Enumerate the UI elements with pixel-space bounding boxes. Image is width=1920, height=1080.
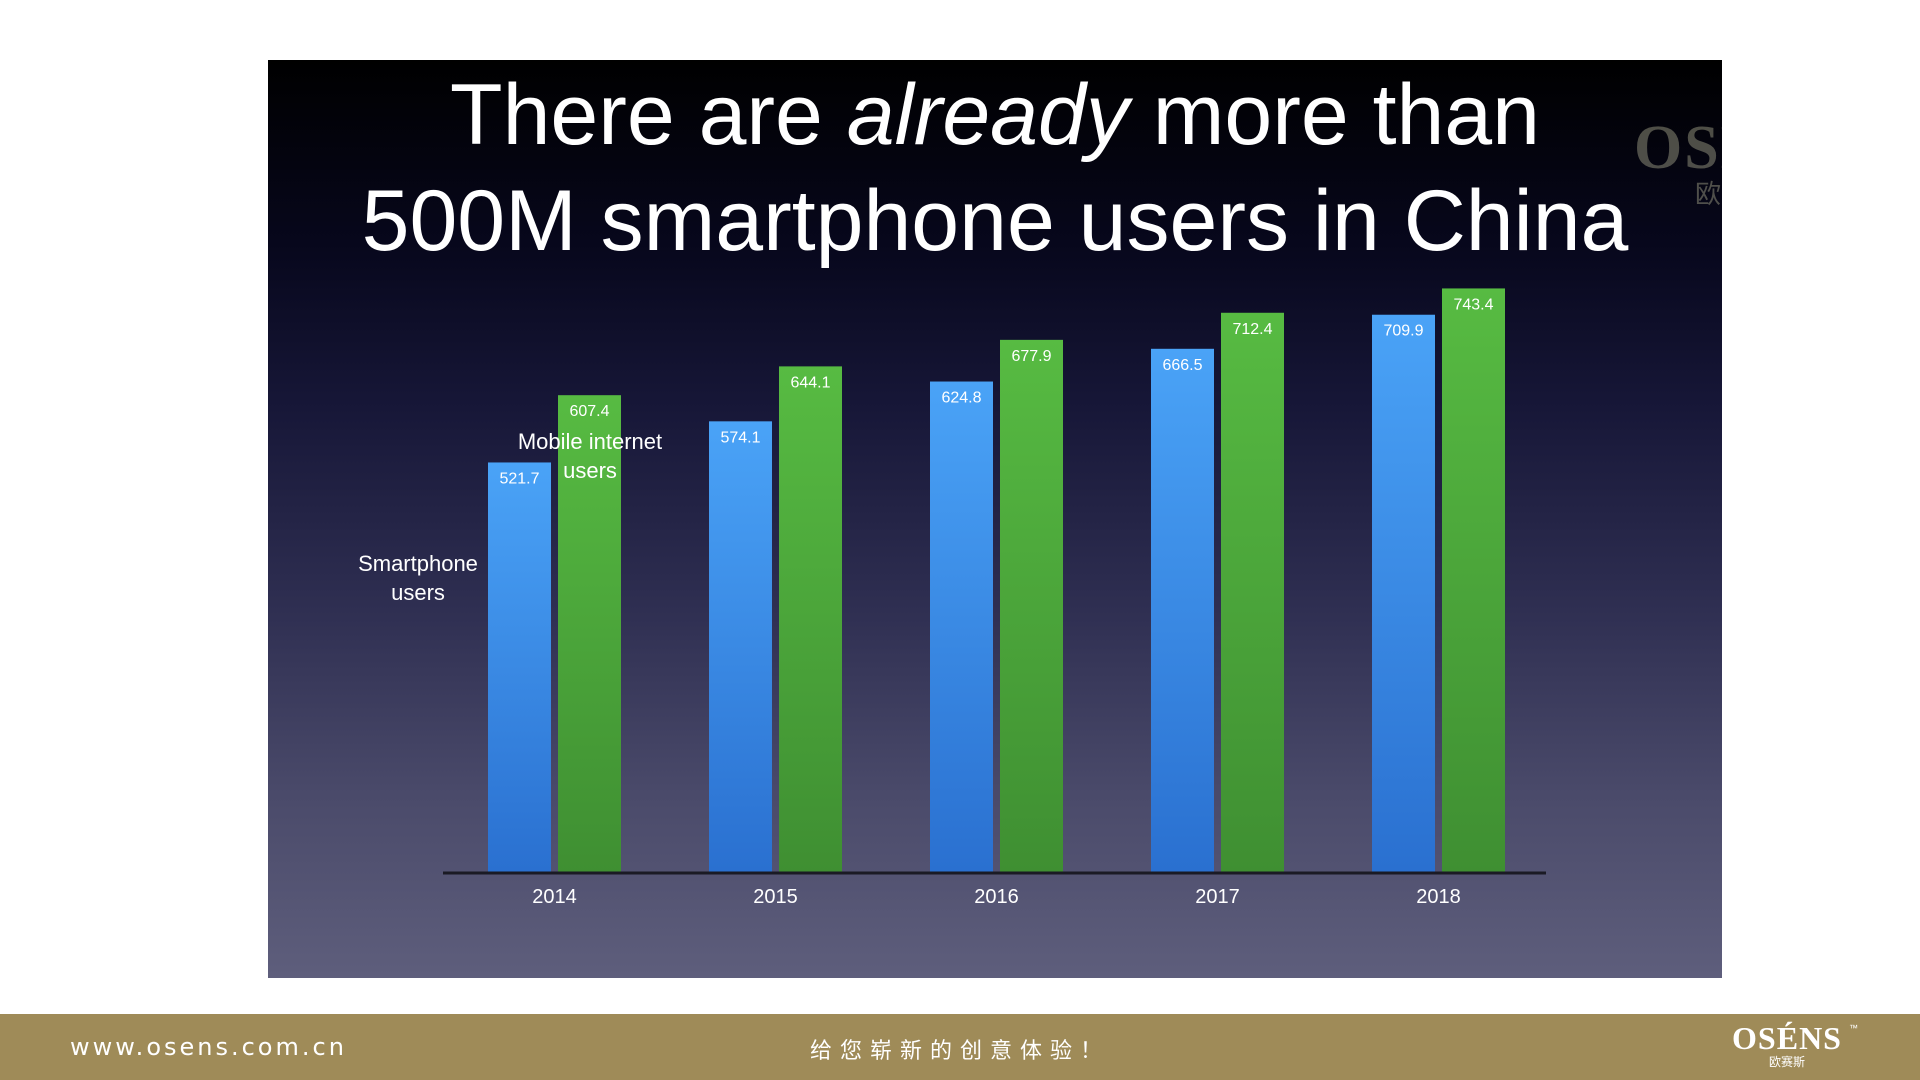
title-emphasis: already (846, 67, 1129, 163)
title-line-2: 500M smartphone users in China (361, 173, 1629, 269)
title-text-after: more than (1128, 67, 1540, 163)
slide-title: There are already more than 500M smartph… (268, 60, 1722, 274)
x-tick-label-2018: 2018 (1416, 886, 1461, 908)
bar-chart: 521.7 607.4 2014 574.1 644.1 2015 624.8 677.9 20… (443, 288, 1546, 908)
bar-mobile-internet-2016 (1000, 339, 1063, 872)
data-label-smartphone-2014: 521.7 (499, 470, 539, 487)
bar-mobile-internet-2018 (1442, 288, 1505, 872)
bar-mobile-internet-2014 (558, 395, 621, 872)
data-label-smartphone-2018: 709.9 (1383, 323, 1423, 340)
series-label-mobile-line2: users (563, 458, 617, 483)
data-label-smartphone-2016: 624.8 (941, 390, 981, 407)
bar-mobile-internet-2017 (1221, 312, 1284, 872)
data-label-smartphone-2017: 666.5 (1162, 357, 1202, 374)
footer-slogan: 给您崭新的创意体验！ (809, 1039, 1110, 1064)
data-label-mobile-internet-2018: 743.4 (1453, 296, 1493, 313)
data-label-mobile-internet-2014: 607.4 (569, 403, 609, 420)
footer-logo-brand-cn: 欧赛斯 (1768, 1055, 1805, 1069)
x-tick-label-2014: 2014 (532, 886, 577, 908)
watermark-brand-cn: 欧赛斯 (1694, 180, 1722, 209)
watermark-brand: OSÉNS (1634, 114, 1722, 182)
bar-smartphone-2016 (930, 381, 993, 872)
bar-smartphone-2018 (1372, 314, 1435, 872)
footer-logo-brand: OSÉNS (1732, 1020, 1842, 1056)
data-label-mobile-internet-2017: 712.4 (1232, 321, 1272, 338)
x-tick-label-2016: 2016 (974, 886, 1019, 908)
series-label-smartphone-line1: Smartphone (358, 551, 478, 576)
footer-url-link[interactable]: www.osens.com.cn (70, 1033, 347, 1061)
brand-watermark: OSÉNS 欧赛斯 ® (1634, 115, 1722, 209)
footer-bar: www.osens.com.cn 给您崭新的创意体验！ OSÉNS 欧赛斯 ™ (0, 1014, 1920, 1080)
title-text-before: There are (450, 67, 847, 163)
data-label-mobile-internet-2015: 644.1 (790, 374, 830, 391)
trademark-mark: ™ (1849, 1023, 1858, 1033)
bar-smartphone-2017 (1151, 348, 1214, 872)
x-tick-label-2017: 2017 (1195, 886, 1240, 908)
series-label-smartphone-line2: users (391, 580, 445, 605)
bar-smartphone-2014 (488, 462, 551, 872)
series-label-mobile-internet: Mobile internet users (490, 427, 690, 485)
bar-mobile-internet-2015 (779, 366, 842, 872)
series-label-smartphone: Smartphone users (338, 549, 498, 607)
slide-panel: There are already more than 500M smartph… (268, 60, 1722, 978)
title-line-1: There are already more than (268, 62, 1722, 168)
data-label-smartphone-2015: 574.1 (720, 429, 760, 446)
footer-logo: OSÉNS 欧赛斯 ™ (1712, 1021, 1862, 1069)
x-tick-label-2015: 2015 (753, 886, 798, 908)
series-label-mobile-line1: Mobile internet (517, 429, 663, 454)
data-label-mobile-internet-2016: 677.9 (1011, 348, 1051, 365)
bar-smartphone-2015 (709, 421, 772, 872)
